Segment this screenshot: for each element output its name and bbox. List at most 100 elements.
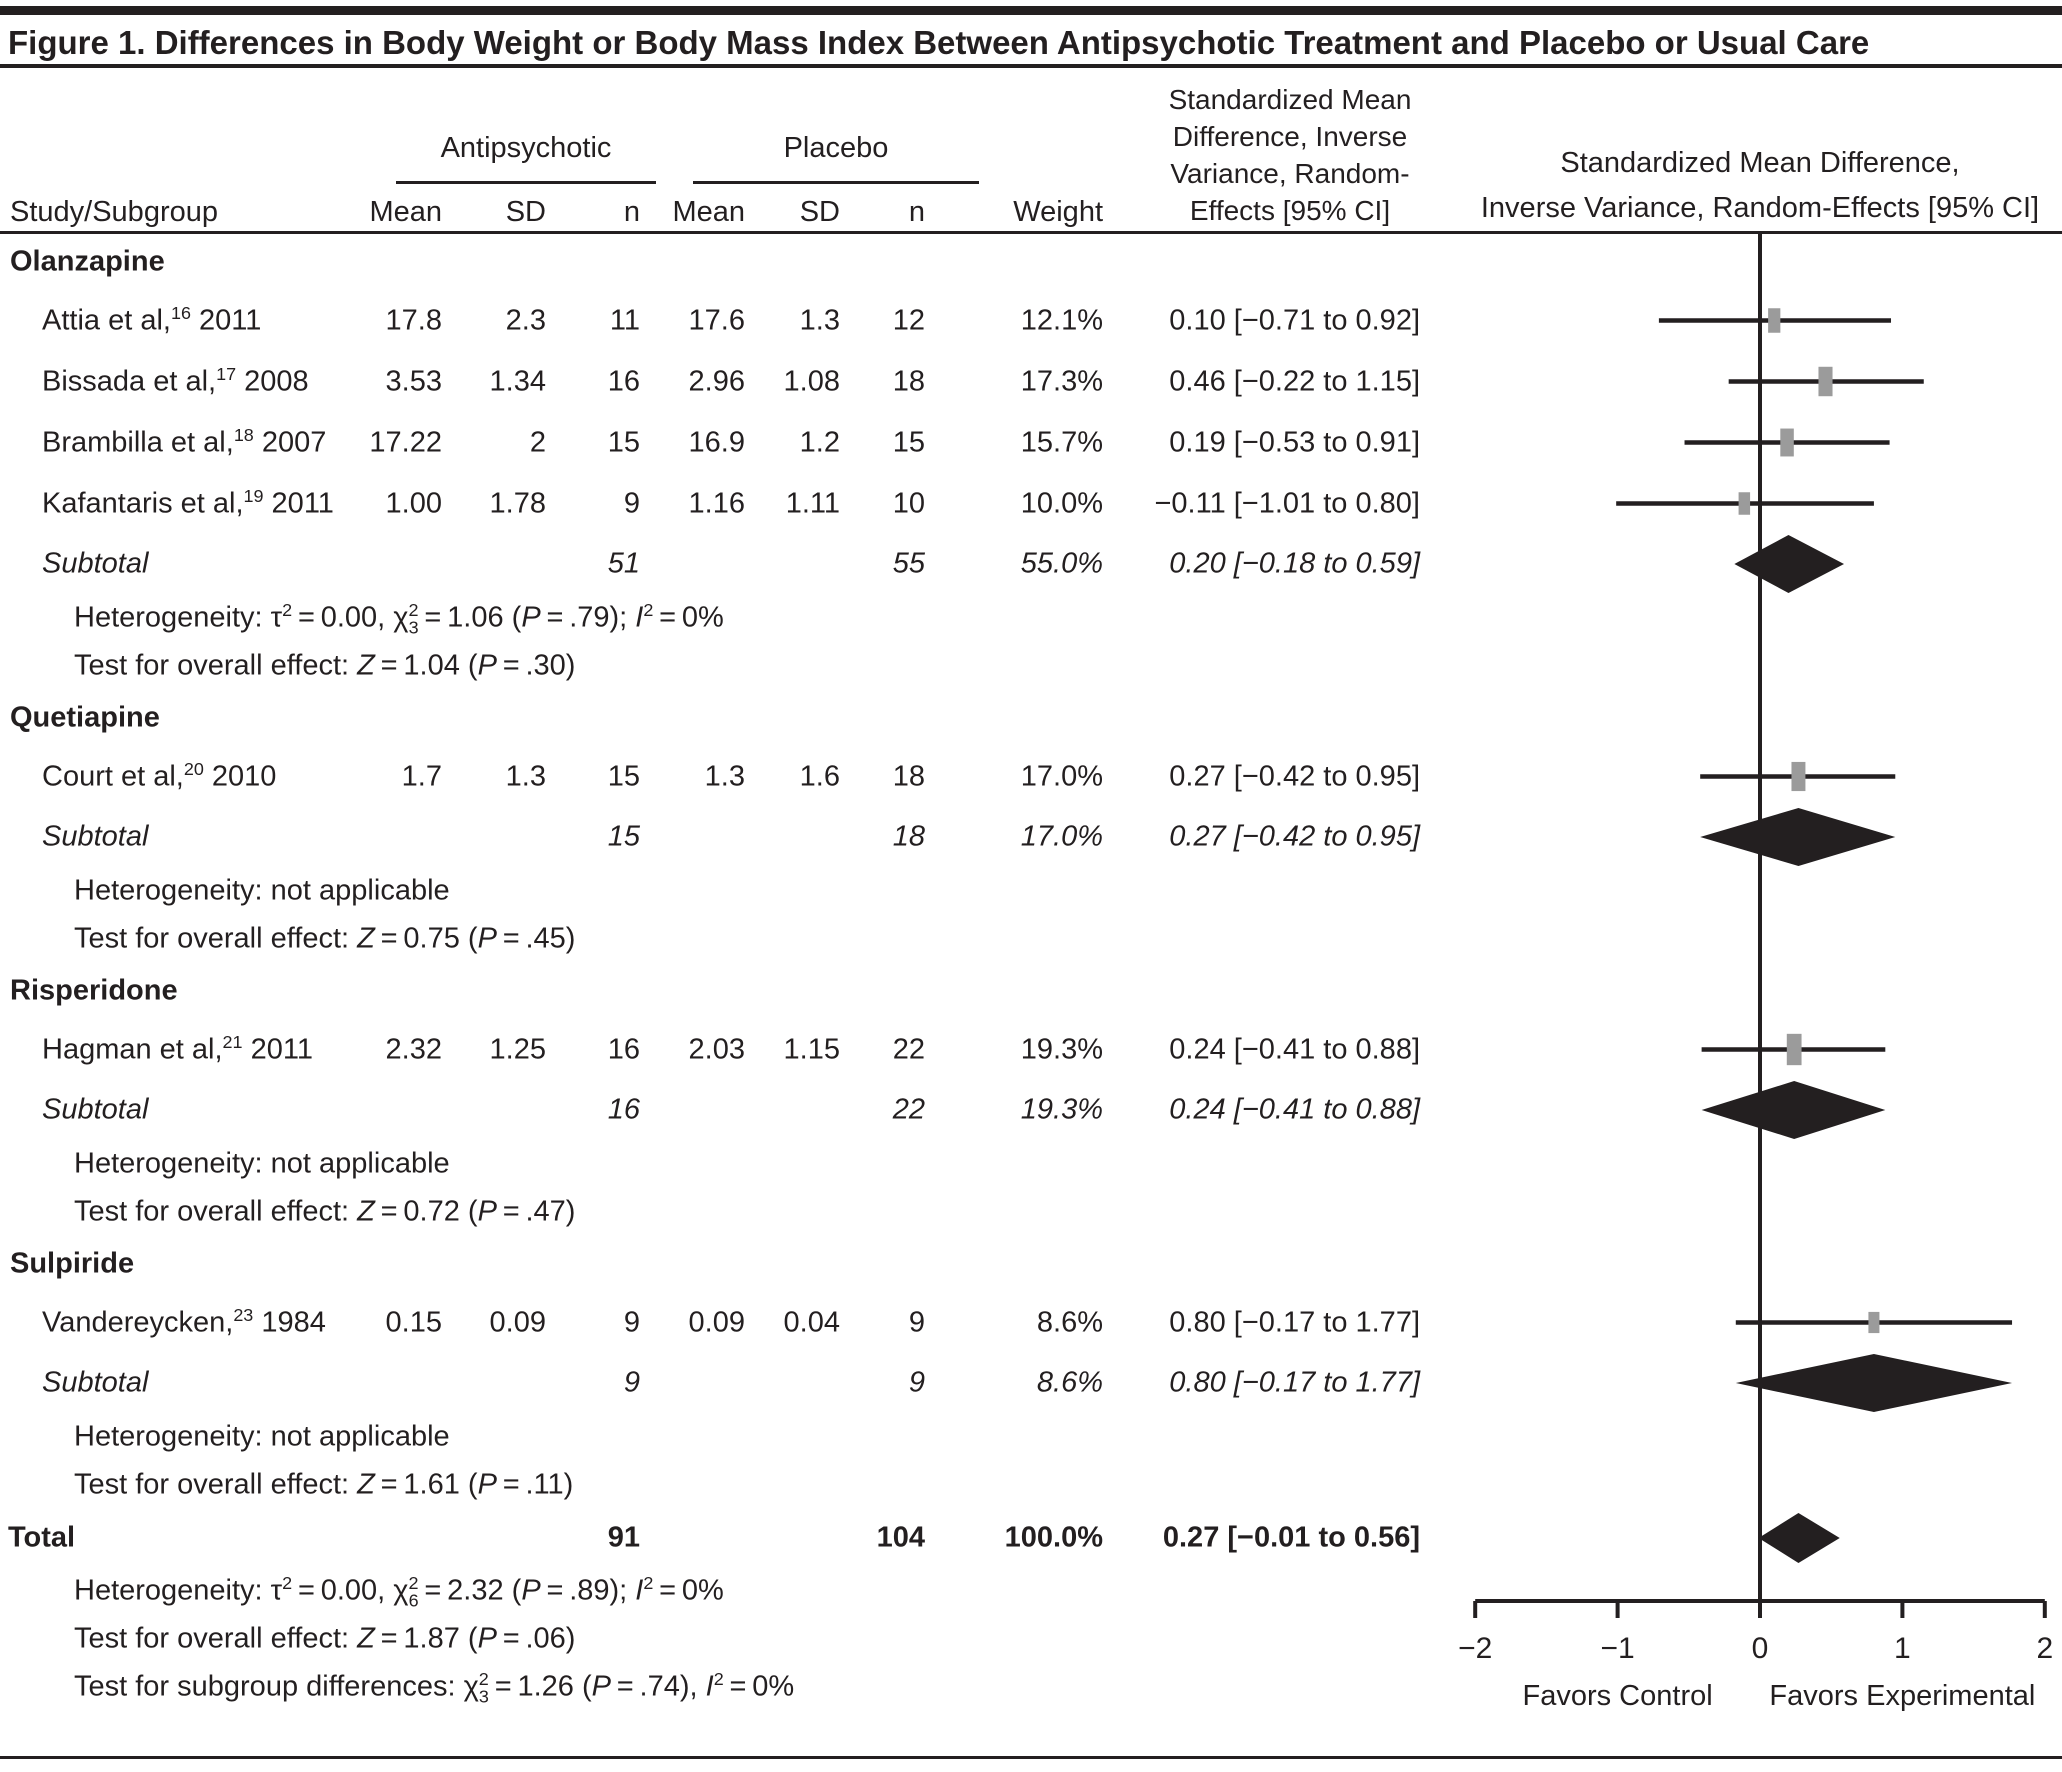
cell-mean-treatment: 0.15 [385,1306,442,1338]
row-label: Attia et al,16 2011 [42,302,262,336]
column-header-mean-treatment: Mean [369,196,442,228]
cell-n-treatment: 15 [607,820,640,853]
cell-sd-placebo: 0.04 [783,1306,840,1338]
cell-mean-treatment: 17.8 [385,304,442,336]
plot-header-line: Standardized Mean Difference, [1560,147,1960,179]
table-row-note: Test for subgroup differences: χ23 = 1.2… [0,1663,2062,1711]
row-label: Heterogeneity: not applicable [74,1420,450,1453]
smd-header-line: Effects [95% CI] [1189,195,1391,226]
cell-sd-treatment: 1.3 [505,760,546,792]
cell-smd-ci: 0.80 [−0.17 to 1.77] [1169,1366,1420,1399]
cell-mean-placebo: 2.03 [688,1033,745,1065]
table-row-subtotal: Subtotal 51 55 55.0% 0.20 [−0.18 to 0.59] [0,534,2062,594]
table-row-subtotal: Subtotal 9 9 8.6% 0.80 [−0.17 to 1.77] [0,1353,2062,1413]
smd-header-line: Standardized Mean [1168,84,1412,115]
table-row-study: Court et al,20 2010 1.7 1.3 15 1.3 1.6 18 17.0%… [0,746,2062,807]
cell-weight: 55.0% [1020,547,1103,580]
cell-n-treatment: 9 [623,1306,640,1338]
table-row-note: Heterogeneity: τ2 = 0.00, χ26 = 2.32 (P … [0,1567,2062,1615]
row-label: Subtotal [42,547,149,580]
cell-smd-ci: 0.27 [−0.42 to 0.95] [1169,760,1420,792]
cell-n-placebo: 12 [892,304,925,336]
cell-weight: 100.0% [1004,1521,1103,1554]
cell-n-placebo: 22 [892,1093,925,1126]
table-row-study: Brambilla et al,18 2007 17.22 2 15 16.9 1.2 15… [0,412,2062,473]
antipsychotic-underline [396,181,656,184]
table-row-study: Kafantaris et al,19 2011 1.00 1.78 9 1.16 1.1… [0,473,2062,534]
group-header-antipsychotic: Antipsychotic [440,132,612,164]
cell-mean-treatment: 3.53 [385,365,442,397]
cell-n-placebo: 9 [908,1366,925,1399]
row-label: Test for subgroup differences: χ23 = 1.2… [74,1668,795,1707]
row-label: Total [8,1521,76,1554]
cell-mean-placebo: 2.96 [688,365,745,397]
cell-mean-placebo: 0.09 [688,1306,745,1338]
table-row-note: Heterogeneity: not applicable [0,867,2062,915]
row-label: Bissada et al,17 2008 [42,363,309,397]
cell-smd-ci: 0.10 [−0.71 to 0.92] [1169,304,1420,336]
cell-smd-ci: −0.11 [−1.01 to 0.80] [1154,487,1420,519]
row-label: Hagman et al,21 2011 [42,1031,313,1065]
row-label: Heterogeneity: τ2 = 0.00, χ26 = 2.32 (P … [74,1572,724,1611]
cell-n-placebo: 18 [892,760,925,792]
table-row-study: Hagman et al,21 2011 2.32 1.25 16 2.03 1.15 22… [0,1019,2062,1080]
table-row-note: Test for overall effect: Z = 0.75 (P = .… [0,915,2062,963]
cell-n-treatment: 15 [607,760,640,792]
cell-sd-placebo: 1.3 [799,304,840,336]
cell-weight: 12.1% [1020,304,1103,336]
top-black-bar [0,6,2062,15]
cell-sd-placebo: 1.15 [783,1033,840,1065]
cell-smd-ci: 0.27 [−0.42 to 0.95] [1169,820,1420,853]
table-row-total: Total 91 104 100.0% 0.27 [−0.01 to 0.56] [0,1509,2062,1567]
cell-n-treatment: 16 [607,1033,640,1065]
title-divider [0,64,2062,68]
row-label: Court et al,20 2010 [42,758,277,792]
plot-column-header: Standardized Mean Difference, Inverse Va… [1462,141,2058,231]
column-header-study: Study/Subgroup [10,196,218,228]
cell-n-placebo: 22 [892,1033,925,1065]
cell-n-placebo: 9 [908,1306,925,1338]
column-header-sd-treatment: SD [505,196,546,228]
table-body: Olanzapine Attia et al,16 2011 17.8 2.3 11 17… [0,234,2062,1711]
table-row-note: Heterogeneity: not applicable [0,1140,2062,1188]
row-label: Test for overall effect: Z = 1.61 (P = .… [74,1468,574,1501]
cell-n-placebo: 104 [876,1521,925,1554]
cell-weight: 8.6% [1036,1306,1103,1338]
cell-weight: 19.3% [1020,1093,1103,1126]
row-label: Risperidone [10,974,178,1007]
cell-n-treatment: 16 [607,365,640,397]
table-row-note: Test for overall effect: Z = 0.72 (P = .… [0,1188,2062,1236]
cell-weight: 15.7% [1020,426,1103,458]
cell-sd-treatment: 1.78 [489,487,546,519]
placebo-underline [693,181,979,184]
row-label: Test for overall effect: Z = 1.04 (P = .… [74,649,576,682]
cell-n-treatment: 91 [607,1521,640,1554]
cell-weight: 17.0% [1020,820,1103,853]
table-row-note: Heterogeneity: not applicable [0,1413,2062,1461]
cell-n-treatment: 9 [623,487,640,519]
column-header-n-placebo: n [908,196,925,228]
table-row-section: Sulpiride [0,1236,2062,1292]
row-label: Subtotal [42,820,149,853]
cell-smd-ci: 0.19 [−0.53 to 0.91] [1169,426,1420,458]
cell-smd-ci: 0.27 [−0.01 to 0.56] [1162,1521,1420,1554]
plot-header-line: Inverse Variance, Random-Effects [95% CI… [1480,192,2040,224]
cell-smd-ci: 0.24 [−0.41 to 0.88] [1169,1093,1420,1126]
bottom-divider [0,1756,2062,1759]
cell-n-placebo: 18 [892,820,925,853]
table-row-note: Test for overall effect: Z = 1.04 (P = .… [0,642,2062,690]
cell-mean-treatment: 17.22 [369,426,442,458]
cell-n-placebo: 55 [892,547,925,580]
table-row-subtotal: Subtotal 16 22 19.3% 0.24 [−0.41 to 0.88] [0,1080,2062,1140]
column-header-n-treatment: n [623,196,640,228]
cell-smd-ci: 0.20 [−0.18 to 0.59] [1169,547,1420,580]
row-label: Test for overall effect: Z = 1.87 (P = .… [74,1622,576,1655]
cell-sd-treatment: 0.09 [489,1306,546,1338]
table-row-note: Heterogeneity: τ2 = 0.00, χ23 = 1.06 (P … [0,594,2062,642]
cell-sd-placebo: 1.11 [785,487,840,519]
cell-mean-treatment: 1.00 [385,487,442,519]
row-label: Heterogeneity: not applicable [74,1147,450,1180]
cell-sd-treatment: 1.34 [489,365,546,397]
row-label: Kafantaris et al,19 2011 [42,485,334,519]
cell-sd-placebo: 1.2 [799,426,840,458]
